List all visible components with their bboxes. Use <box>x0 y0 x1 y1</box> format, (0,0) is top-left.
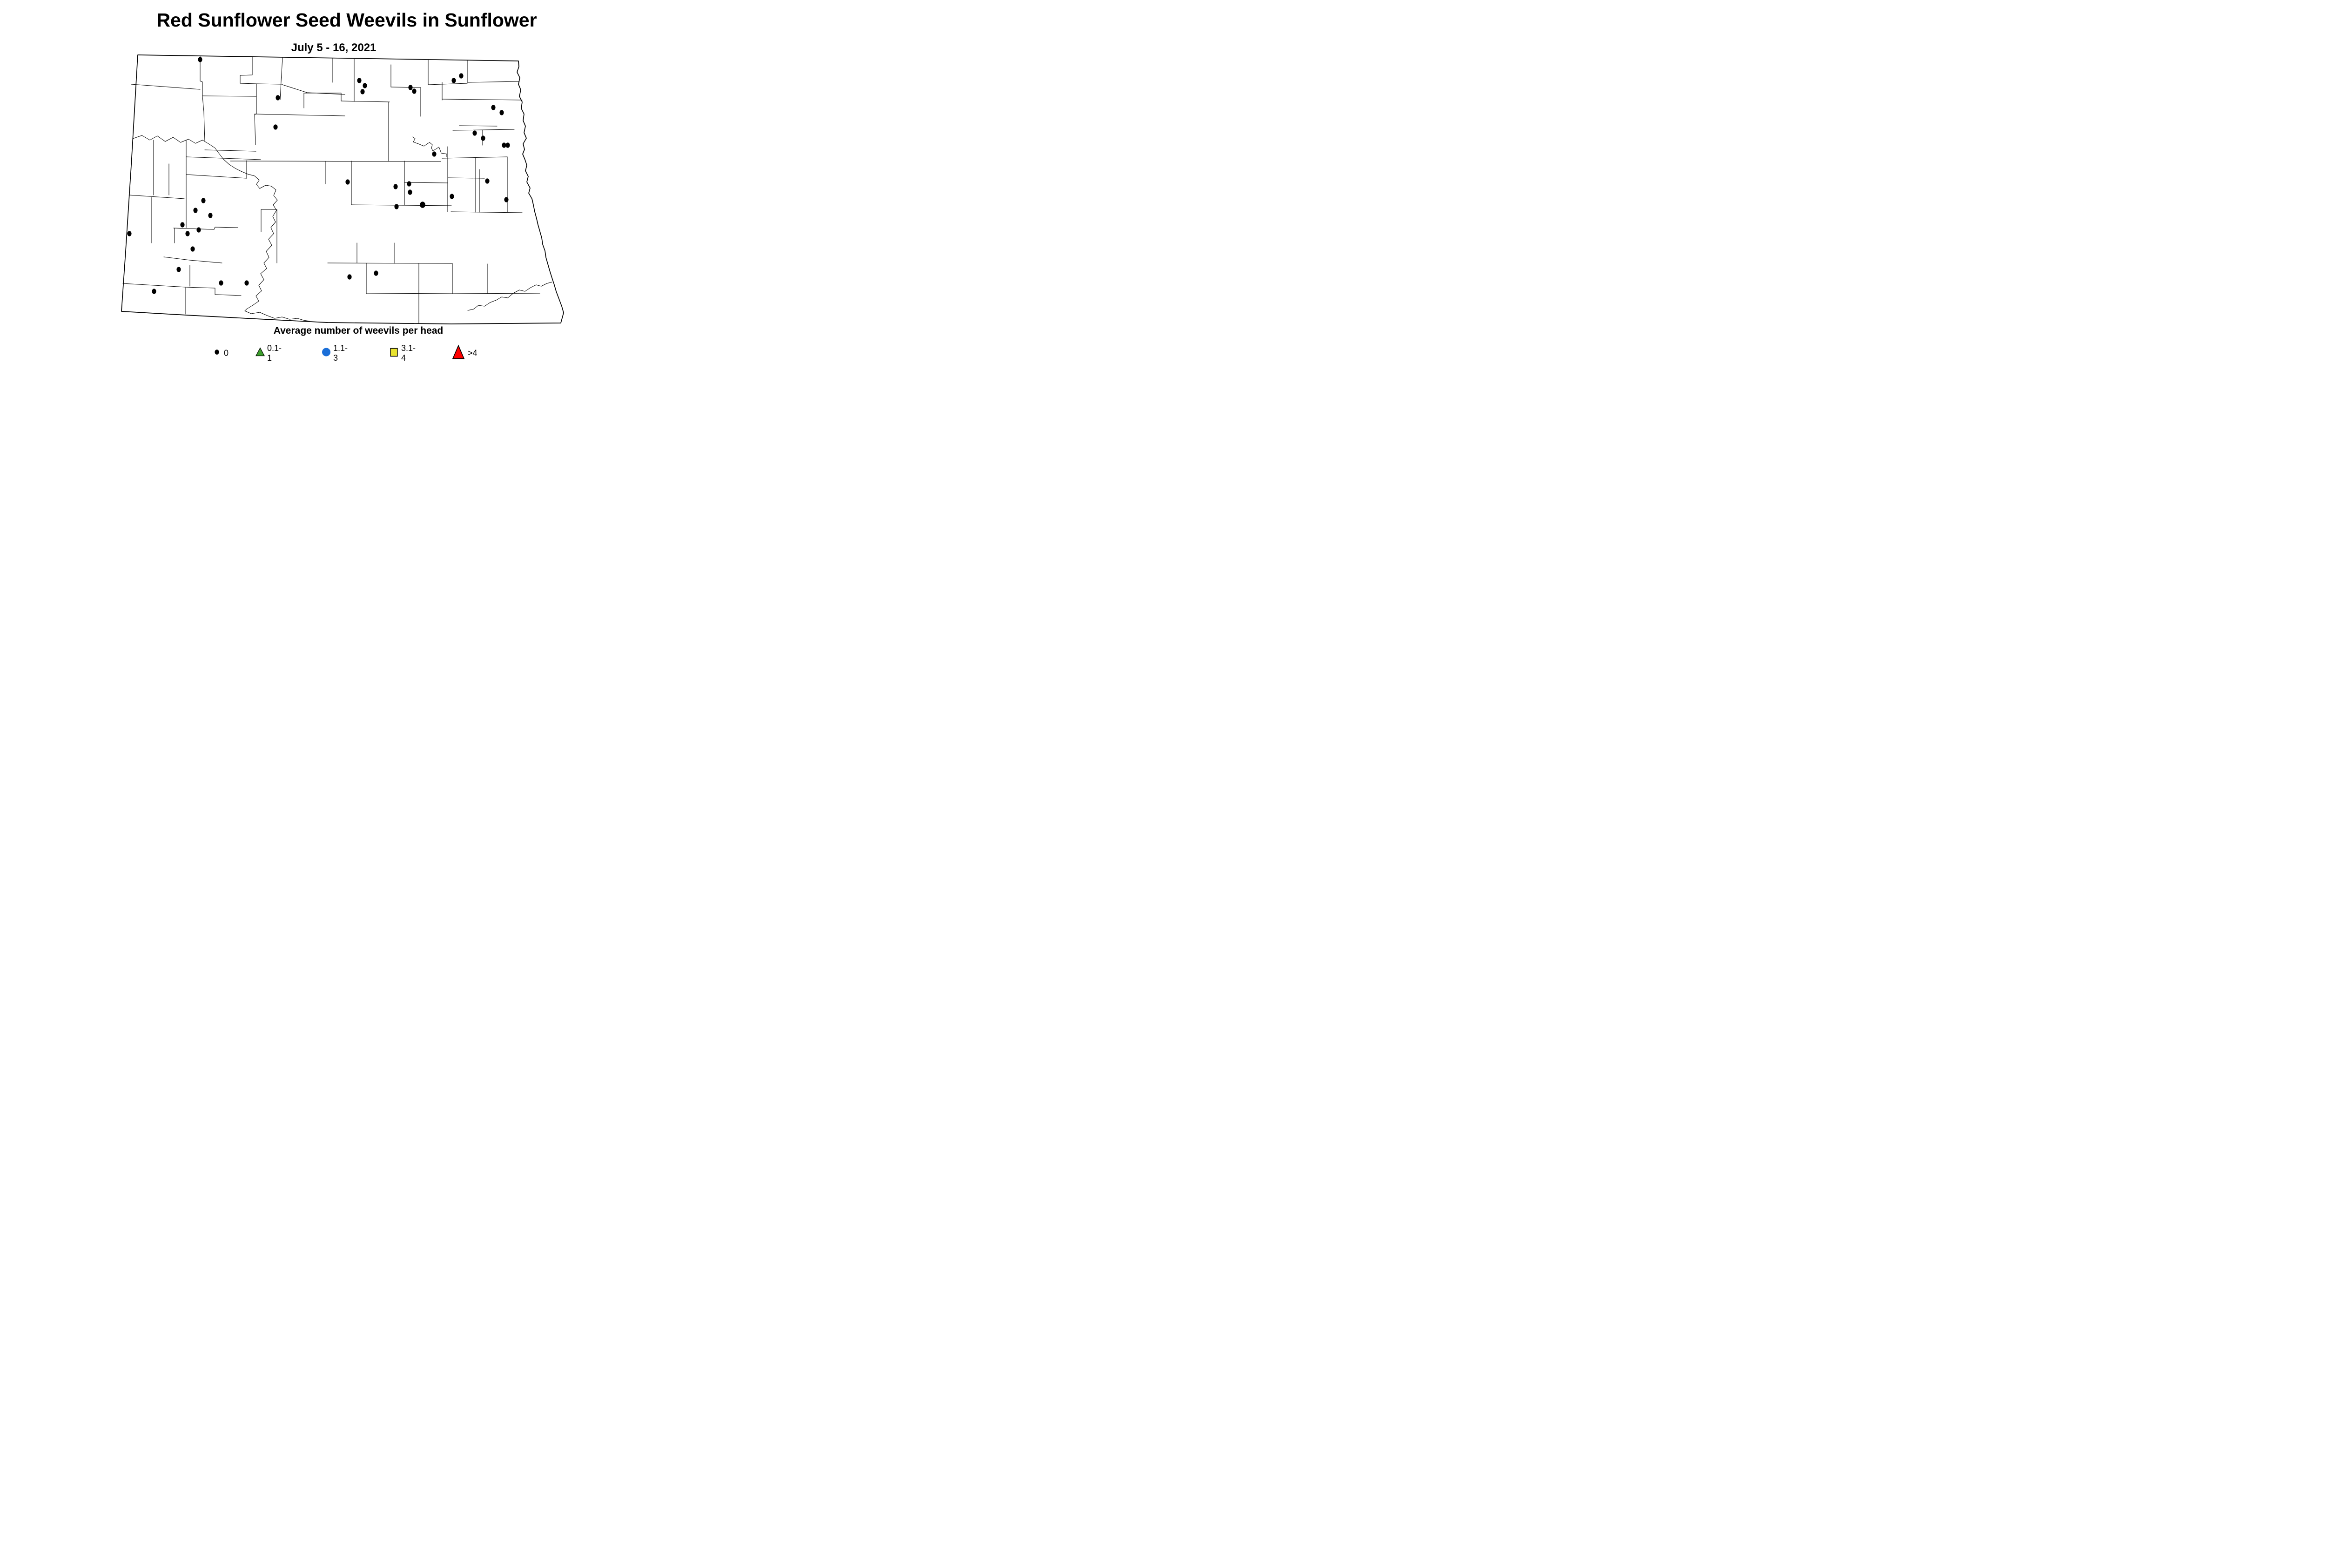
legend-title: Average number of weevils per head <box>273 325 444 336</box>
missouri-river <box>132 135 310 322</box>
dot-icon <box>215 350 219 355</box>
survey-point-zero <box>420 202 425 208</box>
county-line <box>240 57 257 145</box>
survey-point-zero <box>273 124 278 130</box>
county-line <box>230 161 441 162</box>
county-line <box>452 293 540 294</box>
survey-point-zero <box>504 197 509 202</box>
legend-label: 3.1-4 <box>401 343 416 363</box>
legend: 0 0.1-1 1.1-3 3.1-4 >4 <box>0 343 730 363</box>
survey-point-zero <box>408 189 412 195</box>
survey-point-zero <box>345 179 350 185</box>
survey-point-zero <box>374 270 378 276</box>
county-line <box>204 149 256 152</box>
river-lines <box>132 135 552 322</box>
county-line <box>428 83 468 85</box>
county-boundaries <box>122 56 540 323</box>
survey-point-zero <box>451 78 456 83</box>
triangle-icon <box>256 347 265 357</box>
county-line <box>261 209 277 232</box>
county-line <box>467 81 520 83</box>
county-line <box>280 57 283 100</box>
county-line <box>122 283 217 295</box>
survey-point-zero <box>502 142 506 148</box>
survey-point-zero <box>347 274 352 280</box>
survey-point-zero <box>185 231 190 236</box>
legend-label: >4 <box>468 348 478 358</box>
county-line <box>254 114 345 116</box>
survey-point-zero <box>360 89 365 94</box>
state-border <box>121 54 564 324</box>
page-title: Red Sunflower Seed Weevils in Sunflower <box>156 9 537 31</box>
county-line <box>282 84 345 95</box>
survey-point-zero <box>393 184 398 189</box>
triangle-large-icon <box>452 344 465 359</box>
survey-point-zero <box>491 105 496 110</box>
survey-point-zero <box>152 289 156 294</box>
survey-point-zero <box>363 83 367 88</box>
county-line <box>163 256 222 263</box>
survey-point-zero <box>408 85 413 90</box>
county-line <box>442 99 523 101</box>
survey-point-zero <box>198 57 202 62</box>
square-icon <box>390 348 398 357</box>
survey-point-zero <box>193 208 198 213</box>
county-line <box>186 156 261 160</box>
survey-point-zero <box>485 178 490 184</box>
county-line <box>442 156 508 159</box>
legend-label: 1.1-3 <box>333 343 348 363</box>
legend-label: 0 <box>224 348 229 358</box>
survey-point-zero <box>481 135 485 141</box>
survey-point-zero <box>208 213 213 218</box>
survey-point-zero <box>459 73 464 79</box>
survey-point-zero <box>201 198 206 203</box>
sheyenne-river-se <box>467 282 552 311</box>
county-line <box>216 294 242 296</box>
county-line <box>452 129 515 131</box>
survey-point-zero <box>190 246 195 252</box>
county-line <box>131 84 201 90</box>
county-line <box>366 293 453 294</box>
county-line <box>341 101 390 102</box>
survey-point-zero <box>412 88 417 94</box>
survey-point-zero <box>499 110 504 115</box>
devils-lake-sheyenne <box>412 136 447 157</box>
county-line <box>451 211 523 213</box>
survey-point-zero <box>127 231 132 236</box>
nd-county-map <box>121 54 564 324</box>
survey-point-zero <box>505 142 510 148</box>
survey-point-zero <box>407 181 411 187</box>
legend-label: 0.1-1 <box>267 343 282 363</box>
survey-point-zero <box>472 130 477 136</box>
circle-icon <box>322 348 330 357</box>
county-line <box>186 174 247 179</box>
subtitle-date-range: July 5 - 16, 2021 <box>291 41 377 54</box>
survey-point-zero <box>357 78 362 83</box>
survey-point-zero <box>244 280 249 286</box>
county-line <box>200 56 205 141</box>
county-line <box>404 182 448 183</box>
survey-point-zero <box>276 95 280 101</box>
survey-point-zero <box>180 222 185 228</box>
survey-point-zero <box>394 204 399 209</box>
county-line <box>351 204 452 206</box>
county-line <box>303 93 342 108</box>
county-line <box>128 195 185 199</box>
page: { "title": "Red Sunflower Seed Weevils i… <box>0 0 730 381</box>
survey-point-zero <box>219 280 223 286</box>
survey-point-zero <box>432 151 437 157</box>
survey-point-zero <box>176 267 181 272</box>
county-line <box>173 227 238 230</box>
survey-point-zero <box>196 227 201 233</box>
survey-points-layer <box>127 57 510 294</box>
survey-point-zero <box>450 194 454 199</box>
